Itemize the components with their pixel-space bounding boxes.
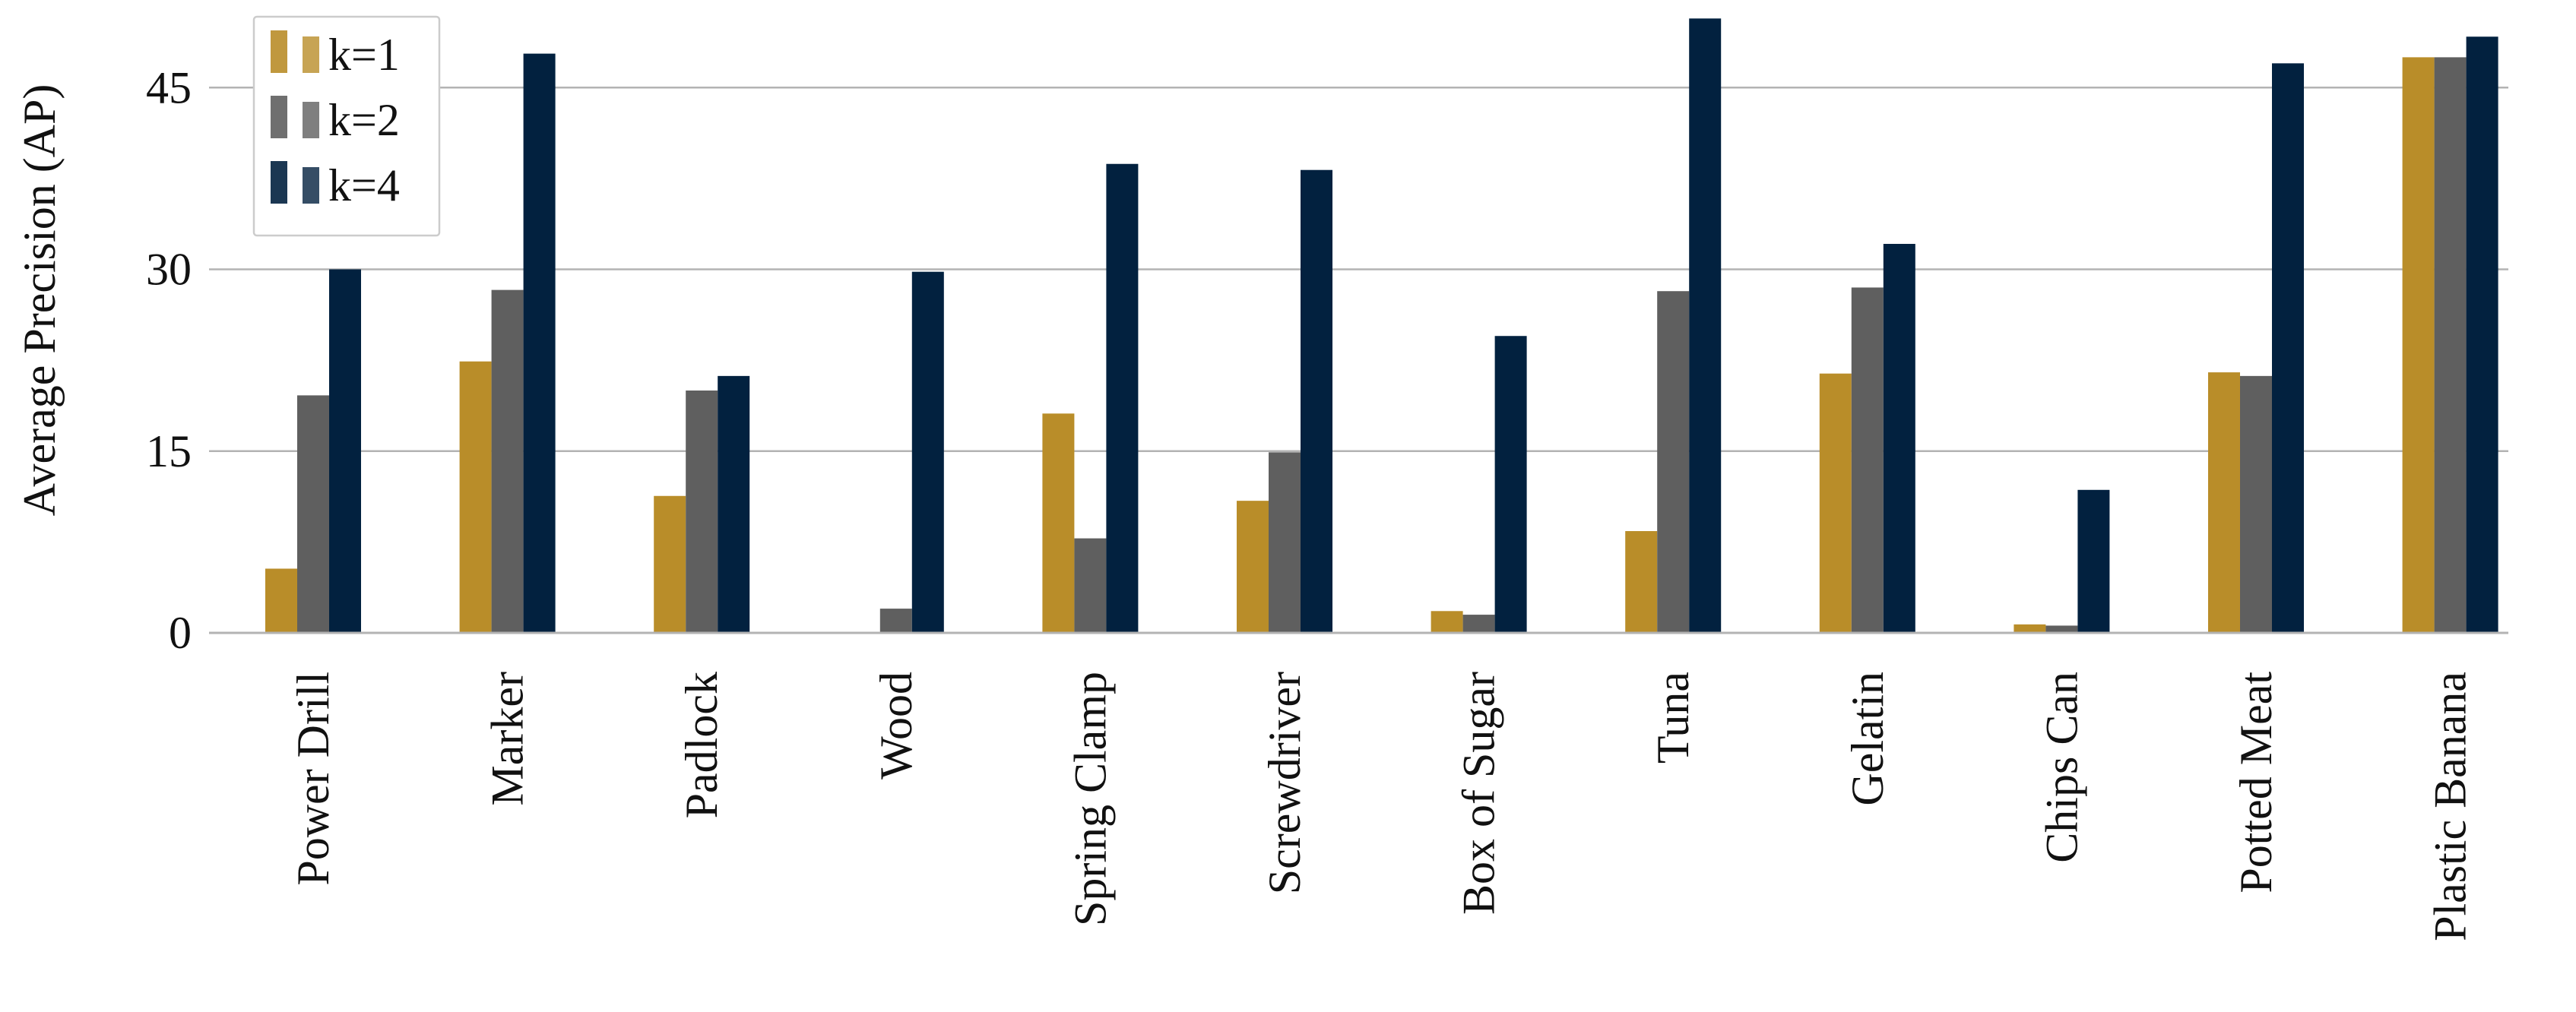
legend-label: k=4	[328, 160, 400, 210]
bar	[1819, 373, 1852, 633]
y-tick-label: 45	[146, 62, 192, 112]
y-tick-label: 0	[169, 608, 192, 658]
x-category-label: Gelatin	[1842, 672, 1893, 806]
x-category-label: Wood	[871, 672, 921, 780]
bar	[2045, 625, 2078, 633]
bar	[1851, 287, 1884, 633]
bar	[1042, 413, 1075, 633]
x-category-label: Plastic Banana	[2425, 672, 2476, 941]
bar	[2402, 57, 2435, 633]
x-category-labels: Power Drill Marker Padlock Wood Spring Clamp…	[288, 672, 2476, 941]
bar	[297, 395, 329, 633]
bar	[686, 391, 718, 633]
bar	[265, 568, 297, 633]
legend-swatch	[303, 102, 319, 138]
x-category-label: Tuna	[1648, 672, 1698, 764]
x-category-label: Box of Sugar	[1454, 672, 1504, 915]
gridlines	[209, 87, 2508, 452]
legend-box	[252, 15, 441, 237]
bar	[329, 269, 361, 633]
legend-items: k=1 k=2 k=4	[271, 30, 400, 210]
bar	[879, 609, 912, 633]
legend-swatch	[303, 167, 319, 204]
bar	[654, 495, 686, 633]
x-category-label: Chips Can	[2036, 672, 2086, 863]
bar	[2208, 372, 2240, 633]
bar	[2272, 63, 2304, 634]
bar	[1494, 336, 1527, 633]
x-category-label: Spring Clamp	[1065, 672, 1115, 926]
bar	[911, 271, 944, 633]
bar	[2434, 57, 2467, 633]
bar	[1106, 163, 1139, 634]
bars	[265, 18, 2498, 634]
x-category-label: Marker	[483, 672, 533, 806]
legend-swatch	[271, 161, 287, 204]
y-tick-label: 30	[146, 245, 192, 295]
bar	[2014, 624, 2046, 633]
bar	[1431, 611, 1463, 633]
bar	[1689, 18, 1722, 633]
legend-swatch	[271, 30, 287, 73]
legend-label: k=2	[328, 95, 400, 145]
y-tick-labels: 0 15 30 45	[146, 62, 192, 658]
bar	[1625, 531, 1658, 633]
x-category-label: Padlock	[676, 672, 727, 818]
bar	[2466, 36, 2498, 633]
bar	[1462, 615, 1495, 633]
bar	[1657, 291, 1690, 633]
bar	[1301, 169, 1332, 633]
bar	[459, 361, 492, 633]
legend: k=1 k=2 k=4	[252, 15, 441, 237]
legend-swatch	[271, 96, 287, 138]
bar	[2240, 375, 2272, 633]
legend-label: k=1	[328, 30, 400, 80]
x-category-label: Screwdriver	[1259, 672, 1310, 894]
legend-item: k=2	[271, 95, 400, 145]
bar	[523, 53, 556, 634]
x-category-label: Potted Meat	[2231, 672, 2281, 893]
bar	[718, 375, 750, 633]
bar	[1237, 501, 1269, 633]
legend-swatch	[303, 36, 319, 73]
y-tick-label: 15	[146, 426, 192, 476]
legend-item: k=4	[271, 160, 400, 210]
x-category-label: Power Drill	[288, 672, 338, 886]
bar	[491, 289, 524, 633]
bar	[1269, 452, 1301, 633]
legend-item: k=1	[271, 30, 400, 80]
bar	[1074, 538, 1107, 633]
bar	[2077, 489, 2110, 633]
y-axis-title: Average Precision (AP)	[14, 84, 65, 517]
bar	[1883, 244, 1915, 633]
